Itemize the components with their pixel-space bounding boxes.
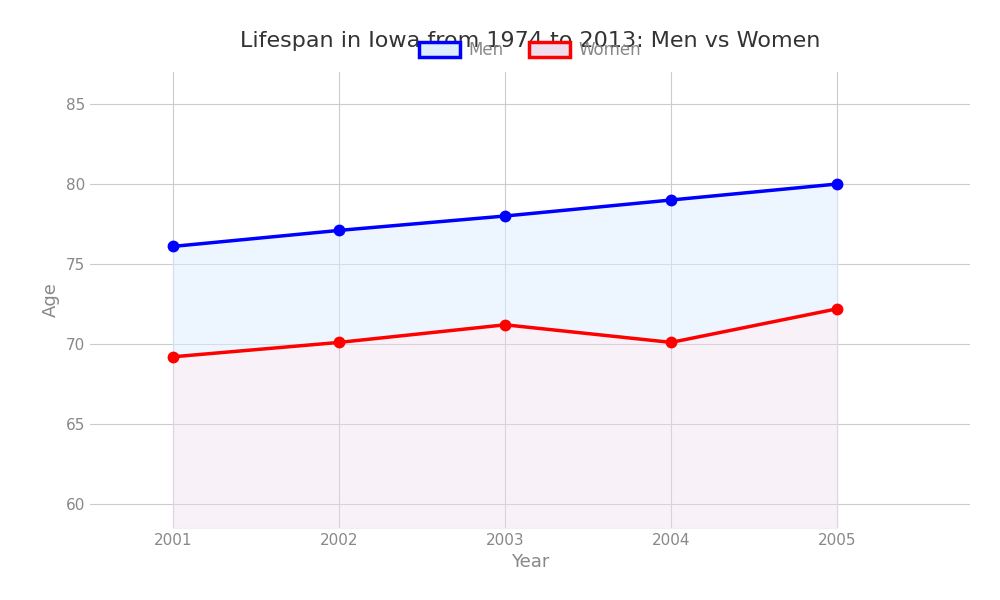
Title: Lifespan in Iowa from 1974 to 2013: Men vs Women: Lifespan in Iowa from 1974 to 2013: Men … [240,31,820,51]
X-axis label: Year: Year [511,553,549,571]
Y-axis label: Age: Age [42,283,60,317]
Legend: Men, Women: Men, Women [412,35,648,66]
